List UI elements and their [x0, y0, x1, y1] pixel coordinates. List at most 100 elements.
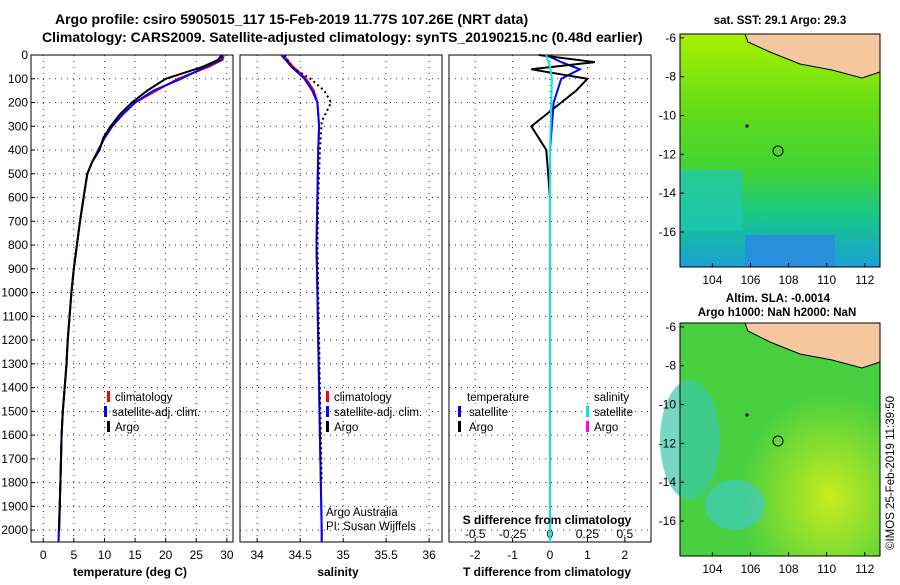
sst-track-point	[745, 124, 749, 128]
s-difference-label: S difference from climatology	[463, 513, 632, 527]
map-x-tick-label: 106	[740, 562, 760, 576]
sla-map-frame	[679, 322, 881, 557]
y-tick-label: 1900	[1, 499, 28, 513]
temperature-panel: 0 5 10 15 20 25 300100200300400500600700800900…	[1, 48, 234, 579]
x-tick-label: 35	[336, 548, 350, 562]
map-x-tick-label: 112	[855, 273, 874, 287]
y-tick-label: 1400	[1, 381, 28, 395]
y-tick-label: 1800	[1, 476, 28, 490]
x-tick-label: 34	[251, 548, 265, 562]
x-tick-label: 30	[220, 548, 234, 562]
map-x-tick-label: 104	[702, 562, 722, 576]
x-tick-label: 0	[40, 548, 47, 562]
legend-temperature-title: temperature	[467, 392, 529, 404]
sla-map-title: Altim. SLA: -0.0014	[726, 293, 831, 305]
s-tick-label: -0.25	[499, 527, 527, 541]
map-y-tick-label: -14	[659, 186, 677, 200]
map-x-tick-label: 104	[702, 273, 722, 287]
legend-s-satellite-diff: satellite	[594, 407, 633, 419]
y-tick-label: 500	[8, 167, 28, 181]
map-y-tick-label: -12	[659, 147, 677, 161]
series-line	[545, 54, 553, 542]
series-line	[58, 54, 223, 531]
argo-australia-note: Argo Australia	[326, 507, 398, 519]
x-tick-label: 25	[190, 548, 204, 562]
y-tick-label: 1300	[1, 357, 28, 371]
y-tick-label: 1700	[1, 452, 28, 466]
map-y-tick-label: -10	[659, 109, 677, 123]
series-line	[283, 54, 333, 483]
y-tick-label: 100	[8, 72, 28, 86]
salinity-panel: 34 34.5 35 35.5 36 salinity Argo Australia P…	[239, 54, 443, 579]
sst-argo-marker	[772, 145, 784, 157]
s-tick-label: 0.25	[576, 527, 600, 541]
temperature-legend: climatology satellite-adj. clim. Argo	[104, 391, 200, 434]
x-tick-label: 34.5	[288, 548, 312, 562]
y-tick-label: 1600	[1, 428, 28, 442]
pi-note: PI: Susan Wijffels	[326, 521, 416, 533]
map-y-tick-label: -12	[659, 436, 677, 450]
map-y-tick-label: -6	[665, 31, 676, 45]
legend-t-satellite: satellite	[469, 407, 508, 419]
x-tick-label: 0	[547, 548, 554, 562]
sla-map-subtitle: Argo h1000: NaN h2000: NaN	[698, 307, 857, 319]
series-line	[282, 54, 323, 542]
sla-map: Altim. SLA: -0.0014 Argo h1000: NaN h200…	[659, 293, 881, 576]
map-y-tick-label: -8	[665, 70, 676, 84]
legend-satellite: satellite-adj. clim.	[112, 407, 200, 419]
map-x-tick-label: 108	[779, 273, 799, 287]
x-tick-label: 2	[621, 548, 628, 562]
sst-map: sat. SST: 29.1 Argo: 29.3 -6 -8 -10 -12 -14 -…	[659, 15, 881, 287]
y-tick-label: 1500	[1, 404, 28, 418]
x-tick-label: 10	[98, 548, 112, 562]
map-y-tick-label: -14	[659, 475, 677, 489]
salinity-xlabel: salinity	[317, 565, 359, 579]
y-tick-label: 1000	[1, 286, 28, 300]
legend-argo: Argo	[115, 422, 139, 434]
x-tick-label: 20	[159, 548, 173, 562]
difference-xlabel: T difference from climatology	[463, 565, 631, 579]
header-line2: Climatology: CARS2009. Satellite-adjuste…	[42, 29, 643, 45]
series-line	[57, 54, 225, 543]
footer-credit: ©IMOS 25-Feb-2019 11:39:50	[885, 396, 897, 550]
x-tick-label: 36	[422, 548, 436, 562]
map-x-tick-label: 110	[817, 562, 836, 576]
y-tick-label: 1100	[2, 309, 28, 323]
map-x-tick-label: 108	[779, 562, 799, 576]
y-tick-label: 300	[8, 119, 28, 133]
y-tick-label: 2000	[1, 523, 28, 537]
difference-legend: temperature salinity satellite Argo sate…	[458, 392, 633, 434]
legend-s-climatology: climatology	[334, 392, 392, 404]
sla-argo-marker	[772, 435, 784, 447]
sst-map-frame	[679, 33, 881, 268]
header-line1: Argo profile: csiro 5905015_117 15-Feb-2…	[55, 11, 528, 27]
series-line	[280, 54, 323, 542]
legend-s-satellite: satellite-adj. clim.	[334, 407, 422, 419]
y-tick-label: 400	[8, 143, 28, 157]
y-tick-label: 1200	[1, 333, 28, 347]
map-y-tick-label: -16	[659, 225, 677, 239]
map-x-tick-label: 106	[740, 273, 760, 287]
x-tick-label: 15	[128, 548, 142, 562]
sst-map-title: sat. SST: 29.1 Argo: 29.3	[714, 15, 847, 27]
y-tick-label: 700	[8, 214, 28, 228]
y-tick-label: 600	[8, 191, 28, 205]
legend-climatology: climatology	[115, 392, 173, 404]
map-y-tick-label: -8	[665, 359, 676, 373]
sla-track-point	[745, 413, 749, 417]
y-tick-label: 900	[8, 262, 28, 276]
legend-s-argo-diff: Argo	[594, 422, 618, 434]
x-tick-label: -1	[507, 548, 518, 562]
map-y-tick-label: -6	[665, 320, 676, 334]
map-x-tick-label: 110	[817, 273, 836, 287]
x-tick-label: 35.5	[374, 548, 398, 562]
series-line	[57, 54, 224, 543]
x-tick-label: -2	[470, 548, 481, 562]
legend-salinity-title: salinity	[594, 392, 629, 404]
y-tick-label: 0	[21, 48, 28, 62]
x-tick-label: 5	[71, 548, 78, 562]
difference-panel: -2 -1 0 1 2-0.5 -0.25 0 0.25 0.5 T difference fr…	[448, 54, 652, 579]
temperature-plot-frame	[30, 54, 234, 543]
s-tick-label: -0.5	[465, 527, 486, 541]
